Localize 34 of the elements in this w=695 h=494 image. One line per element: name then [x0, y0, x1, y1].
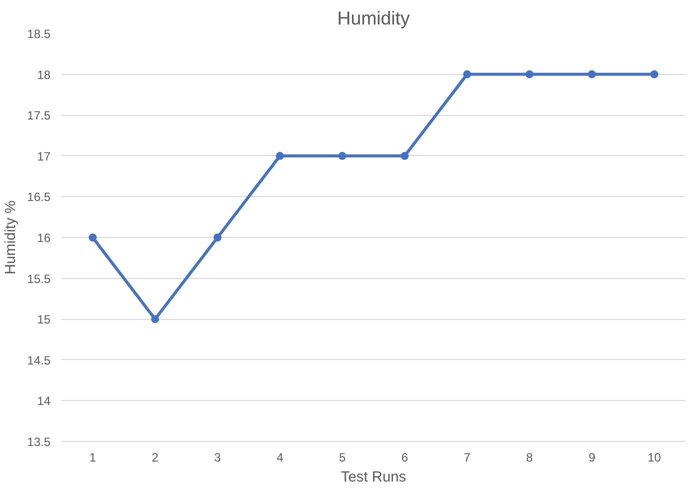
point: [588, 70, 596, 78]
point: [650, 70, 658, 78]
y-tick-label: 16: [37, 231, 51, 245]
x-tick-label: 10: [648, 450, 662, 464]
x-tick-label: 2: [152, 450, 159, 464]
x-tick-label: 8: [526, 450, 534, 464]
point: [463, 70, 472, 78]
x-axis-title: Test Runs: [340, 470, 406, 486]
point: [526, 70, 534, 78]
y-tick-label: 15: [37, 312, 51, 327]
y-tick-label: 14.5: [27, 353, 51, 368]
x-tick-label: 1: [89, 450, 96, 464]
x-tick-label: 7: [464, 450, 471, 464]
x-tick-label: 9: [588, 450, 596, 464]
x-tick-label: 4: [276, 450, 284, 464]
y-axis-title: Humidity %: [3, 200, 20, 275]
chart-title: Humidity: [337, 8, 410, 28]
point: [151, 315, 160, 324]
y-tick-label: 16.5: [27, 190, 51, 204]
y-tick-label: 13.5: [27, 435, 51, 449]
y-tick-label: 17: [37, 149, 51, 164]
y-tick-label: 15.5: [27, 272, 51, 286]
point: [276, 152, 284, 160]
point: [400, 152, 409, 160]
x-tick-label: 3: [214, 450, 222, 464]
point: [338, 152, 346, 160]
y-tick-label: 18.5: [27, 27, 51, 41]
y-tick-label: 14: [37, 394, 51, 408]
y-tick-label: 17.5: [27, 108, 51, 123]
y-tick-label: 18: [37, 68, 51, 82]
x-tick-label: 5: [338, 450, 346, 464]
point: [214, 234, 222, 242]
point: [88, 234, 97, 242]
x-tick-label: 6: [401, 450, 408, 464]
